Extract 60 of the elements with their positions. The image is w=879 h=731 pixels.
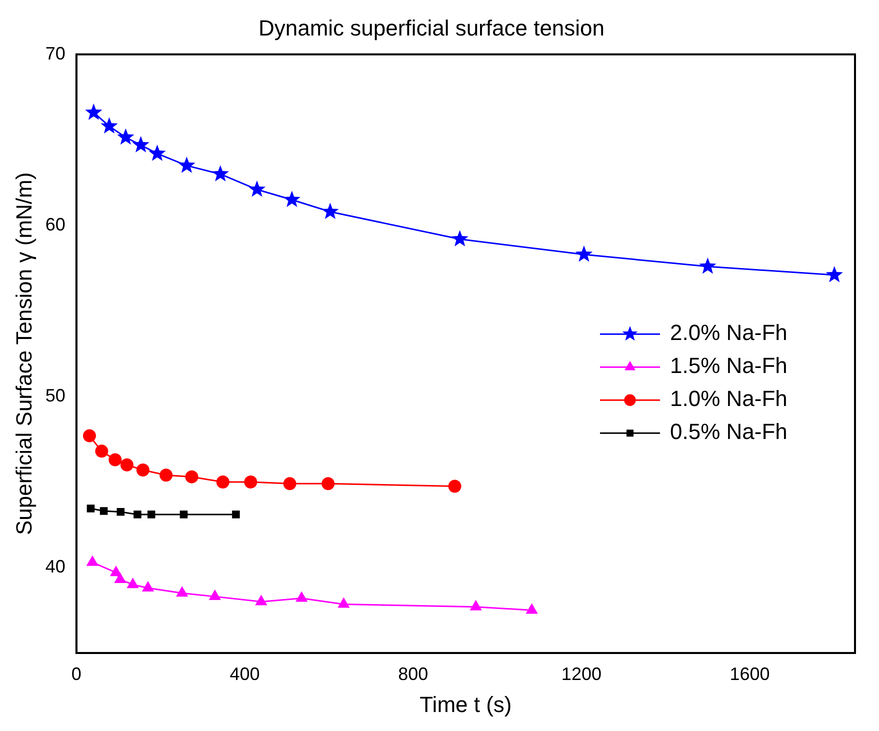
- point: [147, 510, 156, 518]
- point: [232, 510, 240, 518]
- point: [82, 429, 96, 442]
- point: [296, 591, 308, 602]
- point: [526, 603, 538, 614]
- point: [116, 508, 124, 516]
- point: [95, 444, 108, 458]
- point: [117, 128, 134, 145]
- legend-label: 1.5% Na-Fh: [670, 353, 788, 378]
- x-tick-label: 1200: [561, 664, 602, 684]
- legend-label: 1.0% Na-Fh: [670, 386, 788, 412]
- point: [248, 180, 266, 197]
- point: [255, 594, 268, 606]
- point: [85, 104, 102, 120]
- point: [136, 464, 150, 476]
- point: [283, 190, 300, 208]
- point: [100, 117, 118, 134]
- point: [451, 230, 468, 246]
- point: [114, 572, 126, 583]
- point: [826, 266, 843, 282]
- point: [120, 458, 134, 472]
- point: [185, 470, 198, 484]
- legend-label: 2.0% Na-Fh: [670, 320, 788, 346]
- point: [86, 504, 95, 512]
- point: [100, 507, 108, 515]
- y-tick-label: 50: [45, 385, 66, 406]
- point: [448, 480, 462, 493]
- x-tick-label: 400: [230, 664, 260, 684]
- y-tick-label: 60: [45, 214, 66, 234]
- point: [212, 165, 229, 182]
- point: [283, 477, 296, 490]
- point: [132, 136, 150, 152]
- point: [338, 597, 350, 608]
- point: [322, 477, 335, 490]
- x-tick-label: 800: [398, 664, 428, 684]
- point: [575, 246, 593, 262]
- point: [134, 510, 142, 518]
- chart-title: Dynamic superficial surface tension: [258, 15, 605, 40]
- point: [216, 475, 230, 488]
- x-tick-label: 1600: [730, 664, 770, 684]
- point: [108, 453, 122, 466]
- point: [160, 468, 173, 482]
- point: [208, 590, 221, 600]
- point: [470, 600, 482, 610]
- y-axis-title: Superficial Surface Tension γ (mN/m): [11, 172, 36, 536]
- legend-label: 0.5% Na-Fh: [670, 419, 788, 444]
- x-axis-title: Time t (s): [420, 692, 512, 717]
- point: [244, 475, 258, 488]
- y-tick-label: 70: [45, 43, 66, 64]
- point: [126, 578, 139, 588]
- point: [148, 144, 166, 161]
- point: [322, 202, 339, 220]
- x-tick-label: 0: [71, 664, 82, 684]
- point: [178, 156, 196, 173]
- point: [142, 581, 154, 592]
- y-tick-label: 40: [45, 556, 66, 576]
- point: [176, 586, 188, 597]
- point: [180, 510, 188, 518]
- point: [86, 555, 98, 566]
- point: [699, 257, 716, 274]
